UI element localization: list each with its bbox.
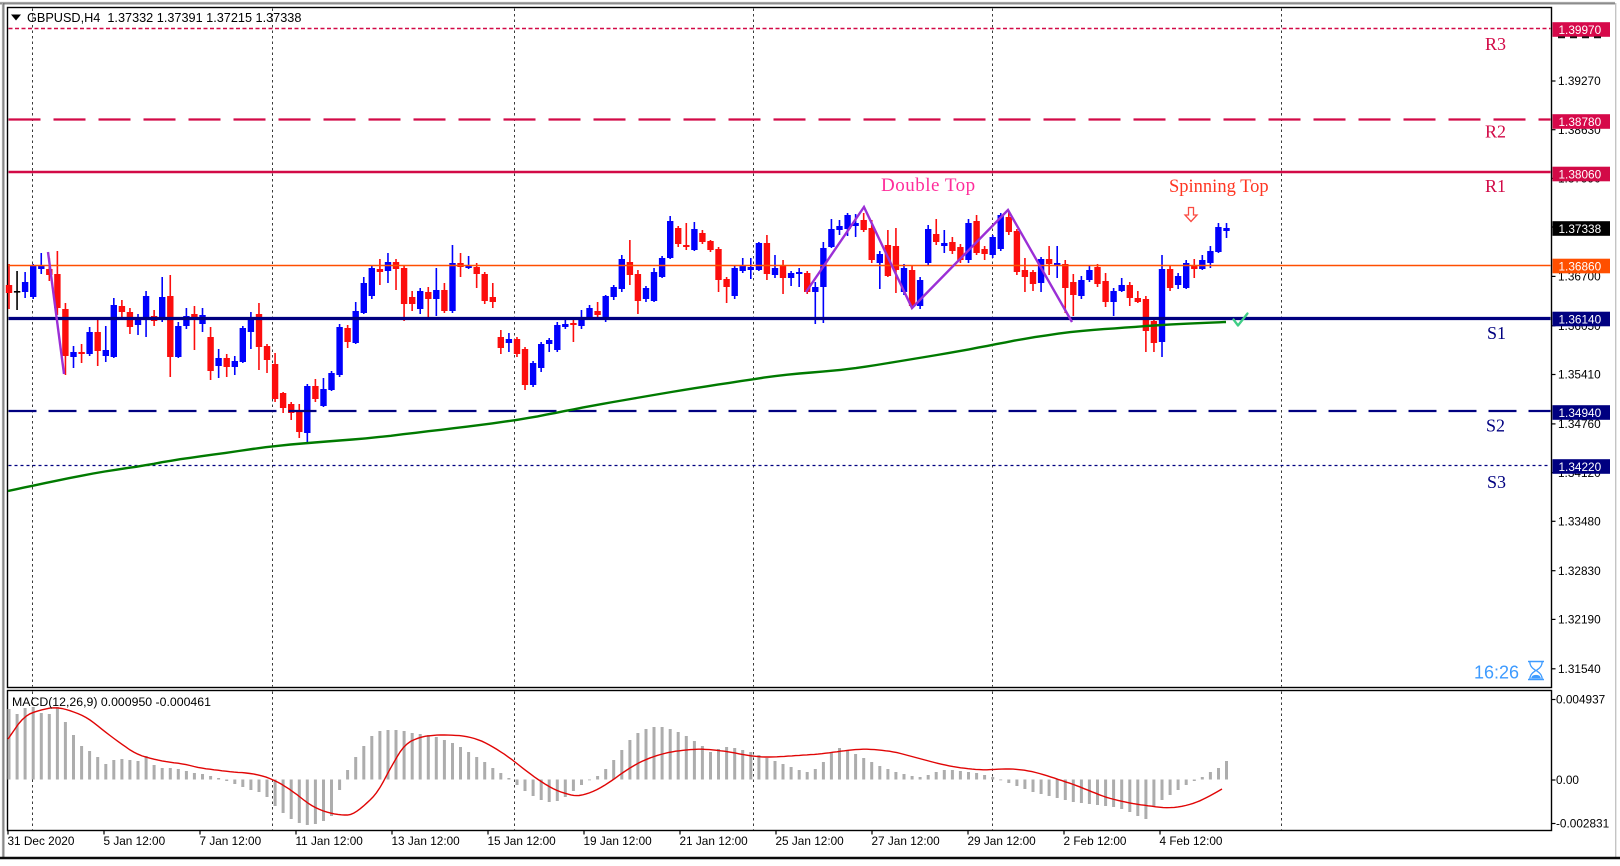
- svg-text:15 Jan 12:00: 15 Jan 12:00: [488, 834, 557, 848]
- svg-text:1.38780: 1.38780: [1559, 115, 1602, 129]
- svg-text:1.38060: 1.38060: [1559, 167, 1602, 181]
- svg-text:1.39970: 1.39970: [1559, 23, 1602, 37]
- svg-text:1.32190: 1.32190: [1558, 613, 1601, 627]
- svg-text:5 Jan 12:00: 5 Jan 12:00: [104, 834, 166, 848]
- svg-text:MACD(12,26,9) 0.000950 -0.0004: MACD(12,26,9) 0.000950 -0.000461: [12, 695, 211, 709]
- svg-text:13 Jan 12:00: 13 Jan 12:00: [392, 834, 461, 848]
- svg-text:2 Feb 12:00: 2 Feb 12:00: [1064, 834, 1127, 848]
- svg-text:1.39270: 1.39270: [1558, 74, 1601, 88]
- svg-text:16:26: 16:26: [1474, 663, 1519, 683]
- svg-text:1.36140: 1.36140: [1559, 312, 1602, 326]
- svg-text:R1: R1: [1485, 176, 1506, 196]
- svg-text:4 Feb 12:00: 4 Feb 12:00: [1160, 834, 1223, 848]
- svg-text:0.004937: 0.004937: [1556, 693, 1605, 707]
- svg-text:1.37338: 1.37338: [1559, 222, 1602, 236]
- svg-text:R3: R3: [1485, 34, 1506, 54]
- svg-text:7 Jan 12:00: 7 Jan 12:00: [200, 834, 262, 848]
- svg-text:25 Jan 12:00: 25 Jan 12:00: [776, 834, 845, 848]
- svg-text:29 Jan 12:00: 29 Jan 12:00: [968, 834, 1037, 848]
- svg-text:1.31540: 1.31540: [1558, 662, 1601, 676]
- svg-text:0.00: 0.00: [1556, 773, 1579, 787]
- svg-text:19 Jan 12:00: 19 Jan 12:00: [584, 834, 653, 848]
- svg-text:R2: R2: [1485, 122, 1506, 142]
- svg-text:1.33480: 1.33480: [1558, 515, 1601, 529]
- svg-text:Spinning Top: Spinning Top: [1169, 177, 1269, 197]
- svg-text:S1: S1: [1487, 323, 1506, 343]
- svg-text:S3: S3: [1487, 472, 1506, 492]
- svg-text:S2: S2: [1486, 416, 1505, 436]
- svg-text:1.34220: 1.34220: [1559, 460, 1602, 474]
- svg-text:21 Jan 12:00: 21 Jan 12:00: [680, 834, 749, 848]
- svg-text:1.32830: 1.32830: [1558, 564, 1601, 578]
- svg-text:1.34940: 1.34940: [1559, 406, 1602, 420]
- svg-text:11 Jan 12:00: 11 Jan 12:00: [296, 834, 364, 848]
- svg-text:1.35410: 1.35410: [1558, 368, 1601, 382]
- svg-text:Double Top: Double Top: [881, 175, 976, 196]
- svg-text:GBPUSD,H4 1.37332 1.37391 1.3: GBPUSD,H4 1.37332 1.37391 1.37215 1.3733…: [27, 11, 301, 25]
- svg-text:1.34760: 1.34760: [1558, 417, 1601, 431]
- svg-text:1.36860: 1.36860: [1559, 259, 1602, 273]
- svg-text:31 Dec 2020: 31 Dec 2020: [8, 834, 75, 848]
- svg-text:-0.002831: -0.002831: [1556, 817, 1609, 831]
- svg-text:27 Jan 12:00: 27 Jan 12:00: [872, 834, 941, 848]
